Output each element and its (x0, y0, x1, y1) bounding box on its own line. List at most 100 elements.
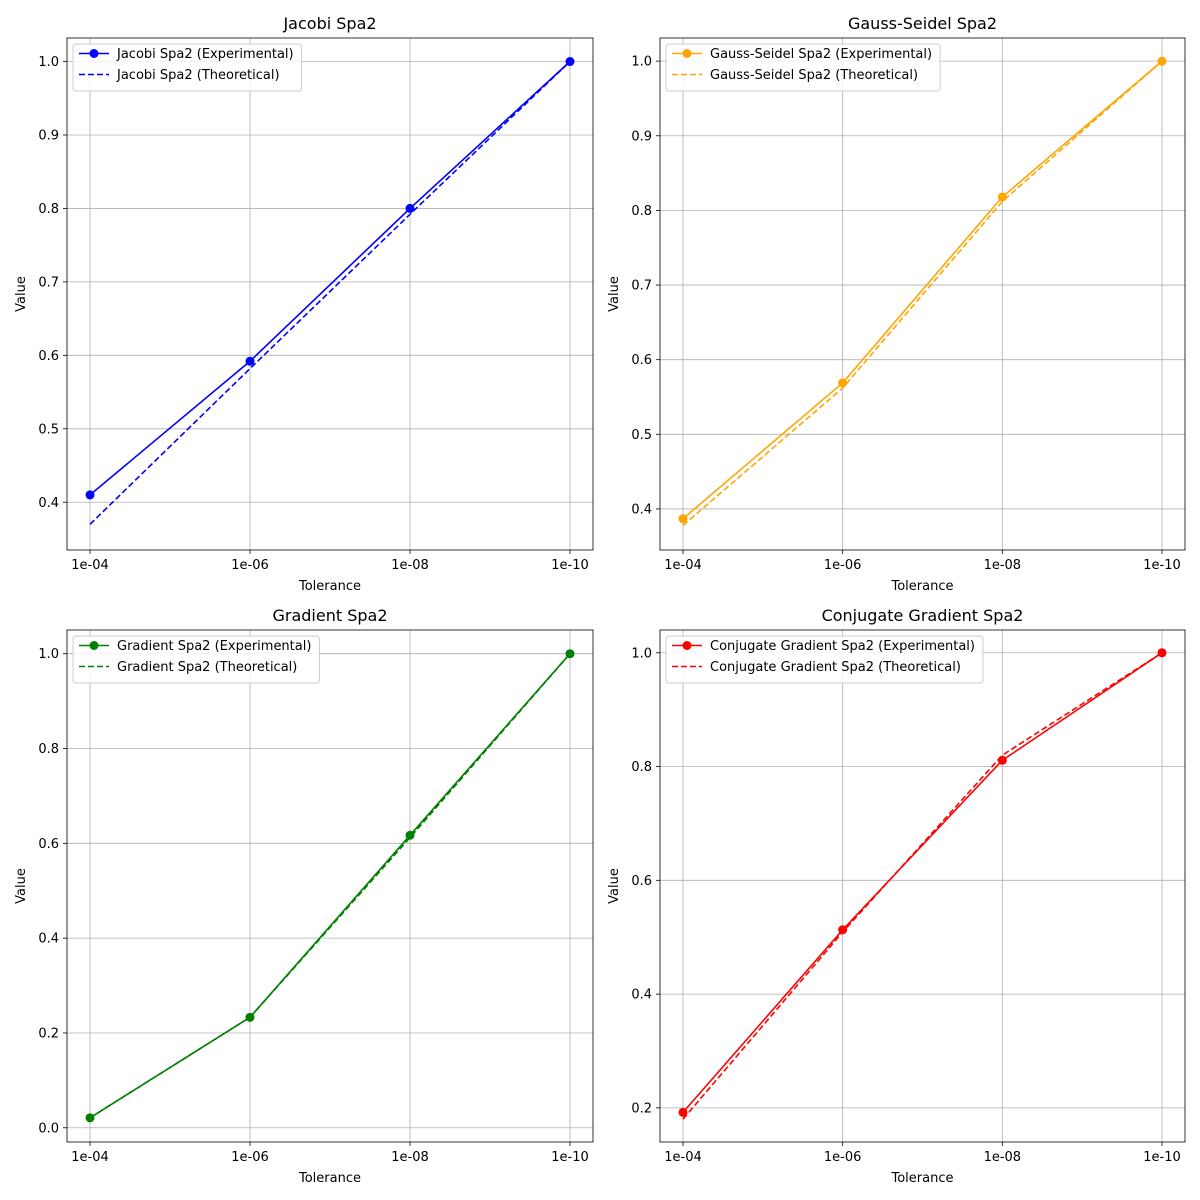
data-point (85, 490, 95, 500)
legend-box (72, 635, 320, 684)
data-point (838, 925, 848, 935)
x-tick-label: 1e-06 (231, 558, 269, 573)
x-tick-label: 1e-10 (1143, 1150, 1181, 1165)
y-tick-label: 0.2 (38, 1026, 59, 1041)
chart-title: Jacobi Spa2 (282, 14, 376, 33)
data-point (405, 830, 415, 840)
axes-frame (66, 629, 594, 1143)
plot-area (67, 630, 593, 1142)
x-tick-label: 1e-06 (824, 1150, 862, 1165)
x-tick-label: 1e-10 (551, 1150, 589, 1165)
series-line-theoretical (89, 653, 571, 1119)
y-tick-label: 0.8 (631, 760, 652, 775)
y-tick-label: 1.0 (631, 55, 652, 70)
y-tick-label: 0.6 (38, 837, 59, 852)
chart-title: Conjugate Gradient Spa2 (822, 606, 1024, 625)
y-tick-label: 0.0 (38, 1121, 59, 1136)
series-line-experimental (682, 652, 1163, 1113)
y-axis-label: Value (607, 276, 622, 312)
legend: Gradient Spa2 (Experimental) Gradient Spa… (72, 635, 320, 684)
legend-label: Conjugate Gradient Spa2 (Experimental) (710, 639, 975, 654)
y-tick-label: 0.4 (631, 502, 652, 517)
axes-frame (659, 37, 1186, 551)
y-tick-label: 1.0 (631, 646, 652, 661)
y-tick-label: 0.9 (631, 129, 652, 144)
x-tick-label: 1e-06 (824, 558, 862, 573)
x-tick-label: 1e-04 (664, 1150, 702, 1165)
legend-label: Gauss-Seidel Spa2 (Theoretical) (710, 68, 918, 83)
data-point (1157, 648, 1167, 658)
chart-title: Gradient Spa2 (272, 606, 387, 625)
y-tick-label: 0.5 (631, 428, 652, 443)
x-tick-label: 1e-10 (1143, 558, 1181, 573)
x-axis-label: Tolerance (891, 1171, 954, 1186)
y-tick-label: 0.7 (631, 279, 652, 294)
chart-panel-1: 1e-04 1e-06 1e-08 1e-10 0.4 0.5 0.6 0.7 0.8 0.9 1.… (14, 14, 594, 594)
x-axis-label: Tolerance (298, 1171, 361, 1186)
axes-frame (66, 37, 594, 551)
data-point (838, 378, 848, 388)
x-axis-label: Tolerance (891, 579, 954, 594)
chart-panel-3: 1e-04 1e-06 1e-08 1e-10 0.0 0.2 0.4 0.6 0.8 1.0 Gr… (14, 606, 594, 1186)
data-point (678, 1107, 688, 1117)
y-tick-label: 1.0 (38, 55, 59, 70)
x-tick-label: 1e-08 (391, 1150, 429, 1165)
data-point (997, 755, 1007, 765)
y-tick-label: 0.9 (38, 128, 59, 143)
y-tick-label: 0.6 (38, 349, 59, 364)
legend-marker (682, 49, 692, 58)
series-line-theoretical (682, 60, 1163, 527)
legend-marker (89, 641, 99, 650)
legend: Jacobi Spa2 (Experimental) Jacobi Spa2 (T… (72, 43, 303, 92)
y-axis-label: Value (14, 868, 29, 904)
data-point (85, 1113, 95, 1123)
chart-panel-2: 1e-04 1e-06 1e-08 1e-10 0.4 0.5 0.6 0.7 0.8 0.9 1.… (607, 14, 1186, 594)
series-line-theoretical (682, 652, 1163, 1120)
series-line-theoretical (89, 60, 571, 525)
x-tick-label: 1e-08 (391, 558, 429, 573)
data-point (678, 514, 688, 524)
y-tick-label: 0.4 (38, 932, 59, 947)
y-tick-label: 0.2 (631, 1101, 652, 1116)
y-tick-label: 0.6 (631, 874, 652, 889)
x-tick-label: 1e-06 (231, 1150, 269, 1165)
y-tick-label: 0.4 (631, 988, 652, 1003)
data-point (405, 203, 415, 213)
legend-label: Gradient Spa2 (Theoretical) (117, 660, 297, 675)
legend-box (72, 43, 303, 92)
legend-box (665, 43, 941, 92)
legend-label: Conjugate Gradient Spa2 (Theoretical) (710, 660, 961, 675)
x-tick-label: 1e-04 (71, 558, 109, 573)
x-tick-label: 1e-04 (664, 558, 702, 573)
y-axis-label: Value (14, 276, 29, 312)
chart-panel-4: 1e-04 1e-06 1e-08 1e-10 0.2 0.4 0.6 0.8 1.0 Conju… (607, 606, 1186, 1186)
y-tick-label: 0.8 (38, 202, 59, 217)
data-point (245, 356, 255, 366)
series-line-experimental (682, 60, 1163, 520)
y-tick-label: 0.8 (38, 742, 59, 757)
y-axis-label: Value (607, 868, 622, 904)
legend-marker (89, 49, 99, 58)
y-tick-label: 0.8 (631, 204, 652, 219)
y-tick-label: 0.6 (631, 353, 652, 368)
legend-marker (682, 641, 692, 650)
legend-box (665, 635, 984, 684)
y-tick-label: 0.5 (38, 422, 59, 437)
legend: Conjugate Gradient Spa2 (Experimental) Co… (665, 635, 984, 684)
axes-frame (659, 629, 1186, 1143)
series-line-experimental (89, 60, 571, 496)
plot-area (660, 630, 1185, 1142)
legend-label: Gradient Spa2 (Experimental) (117, 639, 311, 654)
x-axis-label: Tolerance (298, 579, 361, 594)
y-tick-label: 0.4 (38, 496, 59, 511)
data-point (997, 192, 1007, 202)
x-tick-label: 1e-10 (551, 558, 589, 573)
y-tick-label: 0.7 (38, 275, 59, 290)
x-tick-label: 1e-08 (984, 558, 1022, 573)
x-tick-label: 1e-08 (984, 1150, 1022, 1165)
chart-title: Gauss-Seidel Spa2 (848, 14, 997, 33)
x-tick-label: 1e-04 (71, 1150, 109, 1165)
legend: Gauss-Seidel Spa2 (Experimental) Gauss-Se… (665, 43, 941, 92)
legend-label: Jacobi Spa2 (Theoretical) (116, 68, 280, 83)
